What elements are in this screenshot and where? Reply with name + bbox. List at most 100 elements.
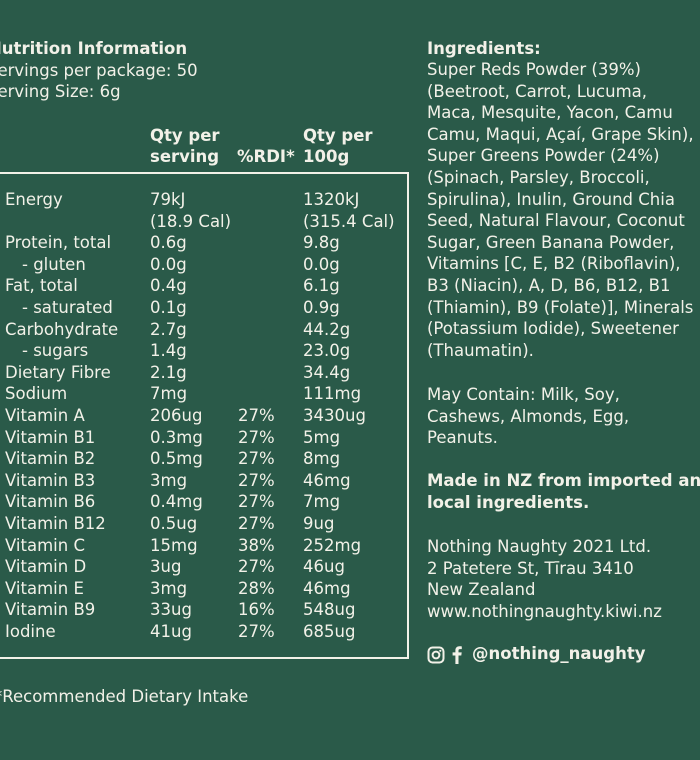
nutrient-name: - sugars	[22, 341, 89, 361]
nutrient-row: Vitamin B3 3mg 27% 46mg	[0, 470, 410, 492]
nutrient-name: Vitamin D	[5, 557, 87, 577]
nutrient-name: Vitamin B9	[5, 600, 96, 620]
ingredients-line: (Potassium Iodide), Sweetener	[427, 319, 679, 339]
nutrient-name: Vitamin E	[5, 578, 84, 598]
facebook-icon[interactable]	[451, 645, 463, 665]
rdi-percent: 27%	[238, 470, 275, 490]
qty-per-100g: 23.0g	[303, 341, 351, 361]
ingredients-line: Super Greens Powder (24%)	[427, 146, 660, 166]
rdi-percent: 16%	[238, 600, 275, 620]
nutrient-row: Vitamin A 206ug 27% 3430ug	[0, 405, 410, 427]
nutrient-row: Dietary Fibre 2.1g 34.4g	[0, 362, 410, 384]
nutrient-row-continued: (18.9 Cal) (315.4 Cal)	[0, 211, 410, 233]
rdi-percent: 38%	[238, 535, 275, 555]
nutrition-table	[0, 172, 409, 659]
qty-per-100g: 252mg	[303, 535, 362, 555]
qty-per-100g-cal: (315.4 Cal)	[303, 211, 395, 231]
nutrient-name: Fat, total	[5, 276, 78, 296]
nutrient-name: Protein, total	[5, 233, 112, 253]
qty-per-serving: 0.1g	[150, 298, 187, 317]
made-in-nz: Made in NZ from imported and local ingred…	[427, 470, 700, 513]
qty-per-100g: 1320kJ	[303, 190, 360, 209]
qty-per-serving: 0.0g	[150, 254, 187, 274]
qty-per-serving: 41ug	[150, 622, 192, 641]
ingredients-line: (Beetroot, Carrot, Lucuma,	[427, 81, 648, 101]
nutrient-name: - saturated	[22, 298, 113, 317]
qty-per-100g: 46mg	[303, 578, 351, 598]
qty-per-100g: 5mg	[303, 427, 341, 447]
rdi-percent: 27%	[238, 622, 275, 641]
ingredients-line: (Spinach, Parsley, Broccoli,	[427, 167, 650, 187]
qty-per-serving: 0.6g	[150, 233, 187, 253]
qty-per-100g: 111mg	[303, 384, 362, 404]
qty-per-100g: 8mg	[303, 449, 341, 469]
nutrient-name: Energy	[5, 190, 63, 209]
made-in-line: Made in NZ from imported and	[427, 471, 700, 490]
qty-per-100g: 6.1g	[303, 276, 340, 296]
may-contain-line: Cashews, Almonds, Egg,	[427, 406, 630, 426]
nutrient-row: Vitamin B12 0.5ug 27% 9ug	[0, 513, 410, 535]
company-line: www.nothingnaughty.kiwi.nz	[427, 601, 662, 621]
made-in-line: local ingredients.	[427, 492, 590, 512]
nutrient-name: Vitamin B6	[5, 492, 96, 512]
nutrient-row: Vitamin C 15mg 38% 252mg	[0, 535, 410, 557]
ingredients-line: (Thiamin), B9 (Folate)], Minerals	[427, 297, 694, 317]
nutrient-name: Vitamin B2	[5, 449, 96, 469]
qty-per-100g: 7mg	[303, 492, 341, 512]
nutrient-name: Iodine	[5, 622, 56, 641]
nutrient-name: Vitamin B3	[5, 470, 96, 490]
qty-per-100g: 0.9g	[303, 298, 340, 317]
instagram-icon[interactable]	[427, 645, 445, 665]
company-line: 2 Patetere St, Tīrau 3410	[427, 558, 634, 578]
ingredients-line: Spirulina), Inulin, Ground Chia	[427, 189, 675, 209]
rdi-percent: 27%	[238, 557, 275, 577]
qty-per-100g: 44.2g	[303, 319, 351, 339]
rdi-percent: 27%	[238, 514, 275, 533]
company-line: Nothing Naughty 2021 Ltd.	[427, 537, 652, 556]
qty-per-serving-cal: (18.9 Cal)	[150, 211, 232, 231]
qty-per-100g: 34.4g	[303, 362, 351, 382]
nutrient-row: Fat, total 0.4g 6.1g	[0, 275, 410, 297]
ingredients-line: B3 (Niacin), A, D, B6, B12, B1	[427, 275, 671, 295]
nutrient-name: Vitamin B12	[5, 514, 106, 533]
qty-per-100g: 9.8g	[303, 233, 340, 253]
nutrient-name: - gluten	[22, 254, 86, 274]
social-handle[interactable]: @nothing_naughty	[472, 644, 646, 663]
qty-per-serving: 1.4g	[150, 341, 187, 361]
qty-per-100g: 46ug	[303, 557, 345, 577]
qty-per-100g: 0.0g	[303, 254, 340, 274]
qty-per-serving: 0.4g	[150, 276, 187, 296]
nutrient-row: Vitamin B2 0.5mg 27% 8mg	[0, 448, 410, 470]
nutrient-row: Protein, total 0.6g 9.8g	[0, 232, 410, 254]
qty-per-serving: 3ug	[150, 557, 182, 577]
nutrient-name: Dietary Fibre	[5, 362, 111, 382]
qty-per-serving: 3mg	[150, 578, 188, 598]
rdi-percent: 27%	[238, 492, 275, 512]
ingredients-title: Ingredients:	[427, 39, 541, 58]
nutrient-name: Vitamin A	[5, 406, 85, 425]
nutrient-name: Sodium	[5, 384, 68, 404]
rdi-percent: 27%	[238, 449, 275, 469]
may-contain-line: Peanuts.	[427, 428, 498, 448]
qty-per-serving: 15mg	[150, 535, 198, 555]
ingredients-line: Super Reds Powder (39%)	[427, 60, 641, 79]
may-contain: May Contain: Milk, Soy, Cashews, Almonds,…	[427, 384, 629, 449]
qty-per-serving: 206ug	[150, 406, 203, 425]
nutrient-row: - sugars 1.4g 23.0g	[0, 340, 410, 362]
nutrient-name: Carbohydrate	[5, 319, 119, 339]
company-line: New Zealand	[427, 580, 536, 600]
rdi-percent: 28%	[238, 578, 275, 598]
serving-size: Serving Size: 6g	[0, 82, 121, 101]
qty-per-serving: 2.1g	[150, 362, 187, 382]
ingredients-line: Maca, Mesquite, Yacon, Camu	[427, 103, 673, 123]
qty-per-serving: 7mg	[150, 384, 188, 404]
header-qty-serving: Qty per serving	[150, 126, 220, 166]
nutrient-name: Vitamin C	[5, 535, 85, 555]
qty-per-100g: 685ug	[303, 622, 356, 641]
qty-per-100g: 548ug	[303, 600, 356, 620]
nutrition-title: Nutrition Information	[0, 39, 188, 58]
qty-per-serving: 0.4mg	[150, 492, 203, 512]
nutrient-name: Vitamin B1	[5, 427, 96, 447]
servings-per-package: Servings per package: 50	[0, 61, 198, 80]
ingredients-line: Camu, Maqui, Açaí, Grape Skin),	[427, 124, 694, 144]
